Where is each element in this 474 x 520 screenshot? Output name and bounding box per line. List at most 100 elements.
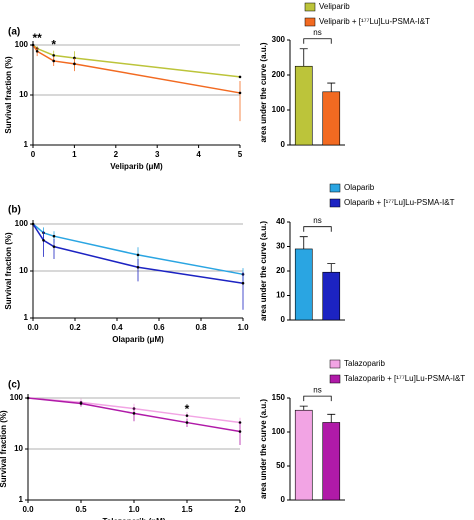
legend-label: Talazoparib + [¹⁷⁷Lu]Lu-PSMA-I&T (344, 374, 465, 383)
bar (294, 65, 313, 146)
x-tick-label: 1.0 (128, 505, 140, 514)
y-axis-label: Survival fraction (%) (0, 410, 8, 488)
y-tick-label: 100 (15, 219, 29, 228)
x-axis-label: Veliparib (μM) (110, 162, 163, 171)
y-tick-label: 200 (272, 70, 286, 79)
y-axis-label: Survival fraction (%) (4, 56, 13, 134)
legend-swatch (329, 359, 341, 369)
y-axis-label: area under the curve (a.u.) (259, 399, 268, 499)
significance-mark: * (51, 37, 56, 51)
point (136, 265, 140, 269)
y-tick-label: 1 (24, 140, 29, 149)
series-line (32, 44, 241, 94)
y-tick-label: 10 (19, 90, 28, 99)
significance-mark: * (185, 402, 190, 416)
x-tick-label: 2 (114, 150, 119, 159)
y-tick-label: 1 (24, 313, 29, 322)
legend-label: Olaparib (344, 183, 375, 192)
point (31, 222, 35, 226)
point (35, 49, 39, 53)
point (136, 253, 140, 257)
point (185, 421, 189, 424)
y-tick-label: 0 (281, 495, 286, 504)
significance-label: ns (313, 216, 321, 225)
point (52, 245, 56, 248)
y-tick-label: 150 (272, 393, 286, 402)
legend-label: Olaparib + [¹⁷⁷Lu]Lu-PSMA-I&T (344, 198, 455, 207)
error-bar (327, 263, 336, 273)
point (52, 54, 55, 57)
point (238, 91, 242, 95)
x-tick-label: 0.8 (195, 323, 207, 332)
significance-bracket (303, 395, 332, 402)
y-tick-label: 0 (281, 140, 286, 149)
legend-swatch (304, 17, 316, 27)
y-tick-label: 300 (272, 35, 286, 44)
legend-label: Talazoparib (344, 359, 385, 368)
y-tick-label: 10 (14, 444, 23, 453)
y-tick-label: 100 (272, 105, 286, 114)
legend-label: Veliparib + [¹⁷⁷Lu]Lu-PSMA-I&T (319, 17, 430, 26)
x-tick-label: 5 (238, 150, 243, 159)
significance-label: ns (313, 385, 321, 394)
x-tick-label: 1.5 (181, 505, 193, 514)
panel-label: (a) (8, 27, 20, 38)
error-bar (327, 82, 336, 92)
point (238, 421, 242, 424)
x-axis-label: Talazoparib (nM) (103, 517, 166, 520)
y-tick-label: 40 (276, 217, 285, 226)
x-tick-label: 0.0 (27, 323, 39, 332)
error-bar (299, 236, 308, 249)
y-tick-label: 20 (276, 266, 285, 275)
y-tick-label: 10 (19, 266, 28, 275)
bar (322, 271, 341, 321)
y-axis-label: Survival fraction (%) (4, 232, 13, 310)
x-tick-label: 0.2 (69, 323, 81, 332)
x-tick-label: 4 (196, 150, 201, 159)
point (73, 56, 76, 60)
series-line (32, 44, 241, 78)
point (241, 281, 245, 285)
y-axis-label: area under the curve (a.u.) (259, 42, 268, 142)
significance-label: ns (313, 28, 321, 37)
x-tick-label: 1.0 (237, 323, 249, 332)
y-tick-label: 100 (10, 393, 24, 402)
bar (322, 91, 341, 146)
y-tick-label: 10 (276, 291, 285, 300)
y-tick-label: 30 (276, 242, 285, 251)
point (52, 59, 55, 63)
bar (322, 422, 341, 501)
x-tick-label: 3 (155, 150, 160, 159)
significance-bracket (303, 38, 332, 44)
legend-swatch (329, 183, 341, 193)
panel-label: (c) (8, 380, 20, 391)
y-tick-label: 0 (281, 315, 286, 324)
point (238, 75, 242, 79)
error-bar (327, 413, 336, 423)
y-tick-label: 50 (276, 461, 285, 470)
legend-swatch (329, 198, 341, 208)
x-axis-label: Olaparib (μM) (112, 335, 164, 344)
point (52, 234, 56, 238)
x-tick-label: 2.0 (234, 505, 246, 514)
x-tick-label: 0.4 (111, 323, 123, 332)
legend-swatch (304, 2, 316, 12)
y-tick-label: 100 (272, 427, 286, 436)
point (132, 412, 136, 415)
significance-bracket (303, 226, 332, 232)
error-bar (299, 48, 308, 67)
x-tick-label: 0.5 (75, 505, 87, 514)
legend-swatch (329, 374, 341, 384)
y-tick-label: 100 (15, 40, 29, 49)
significance-mark: ** (32, 31, 42, 45)
error-bar (299, 405, 308, 411)
legend-label: Veliparib (319, 2, 350, 11)
x-tick-label: 0 (31, 150, 36, 159)
x-tick-label: 0.0 (22, 505, 34, 514)
point (31, 43, 35, 47)
bar (294, 248, 313, 321)
point (238, 430, 242, 433)
x-tick-label: 1 (72, 150, 77, 159)
point (42, 238, 45, 242)
